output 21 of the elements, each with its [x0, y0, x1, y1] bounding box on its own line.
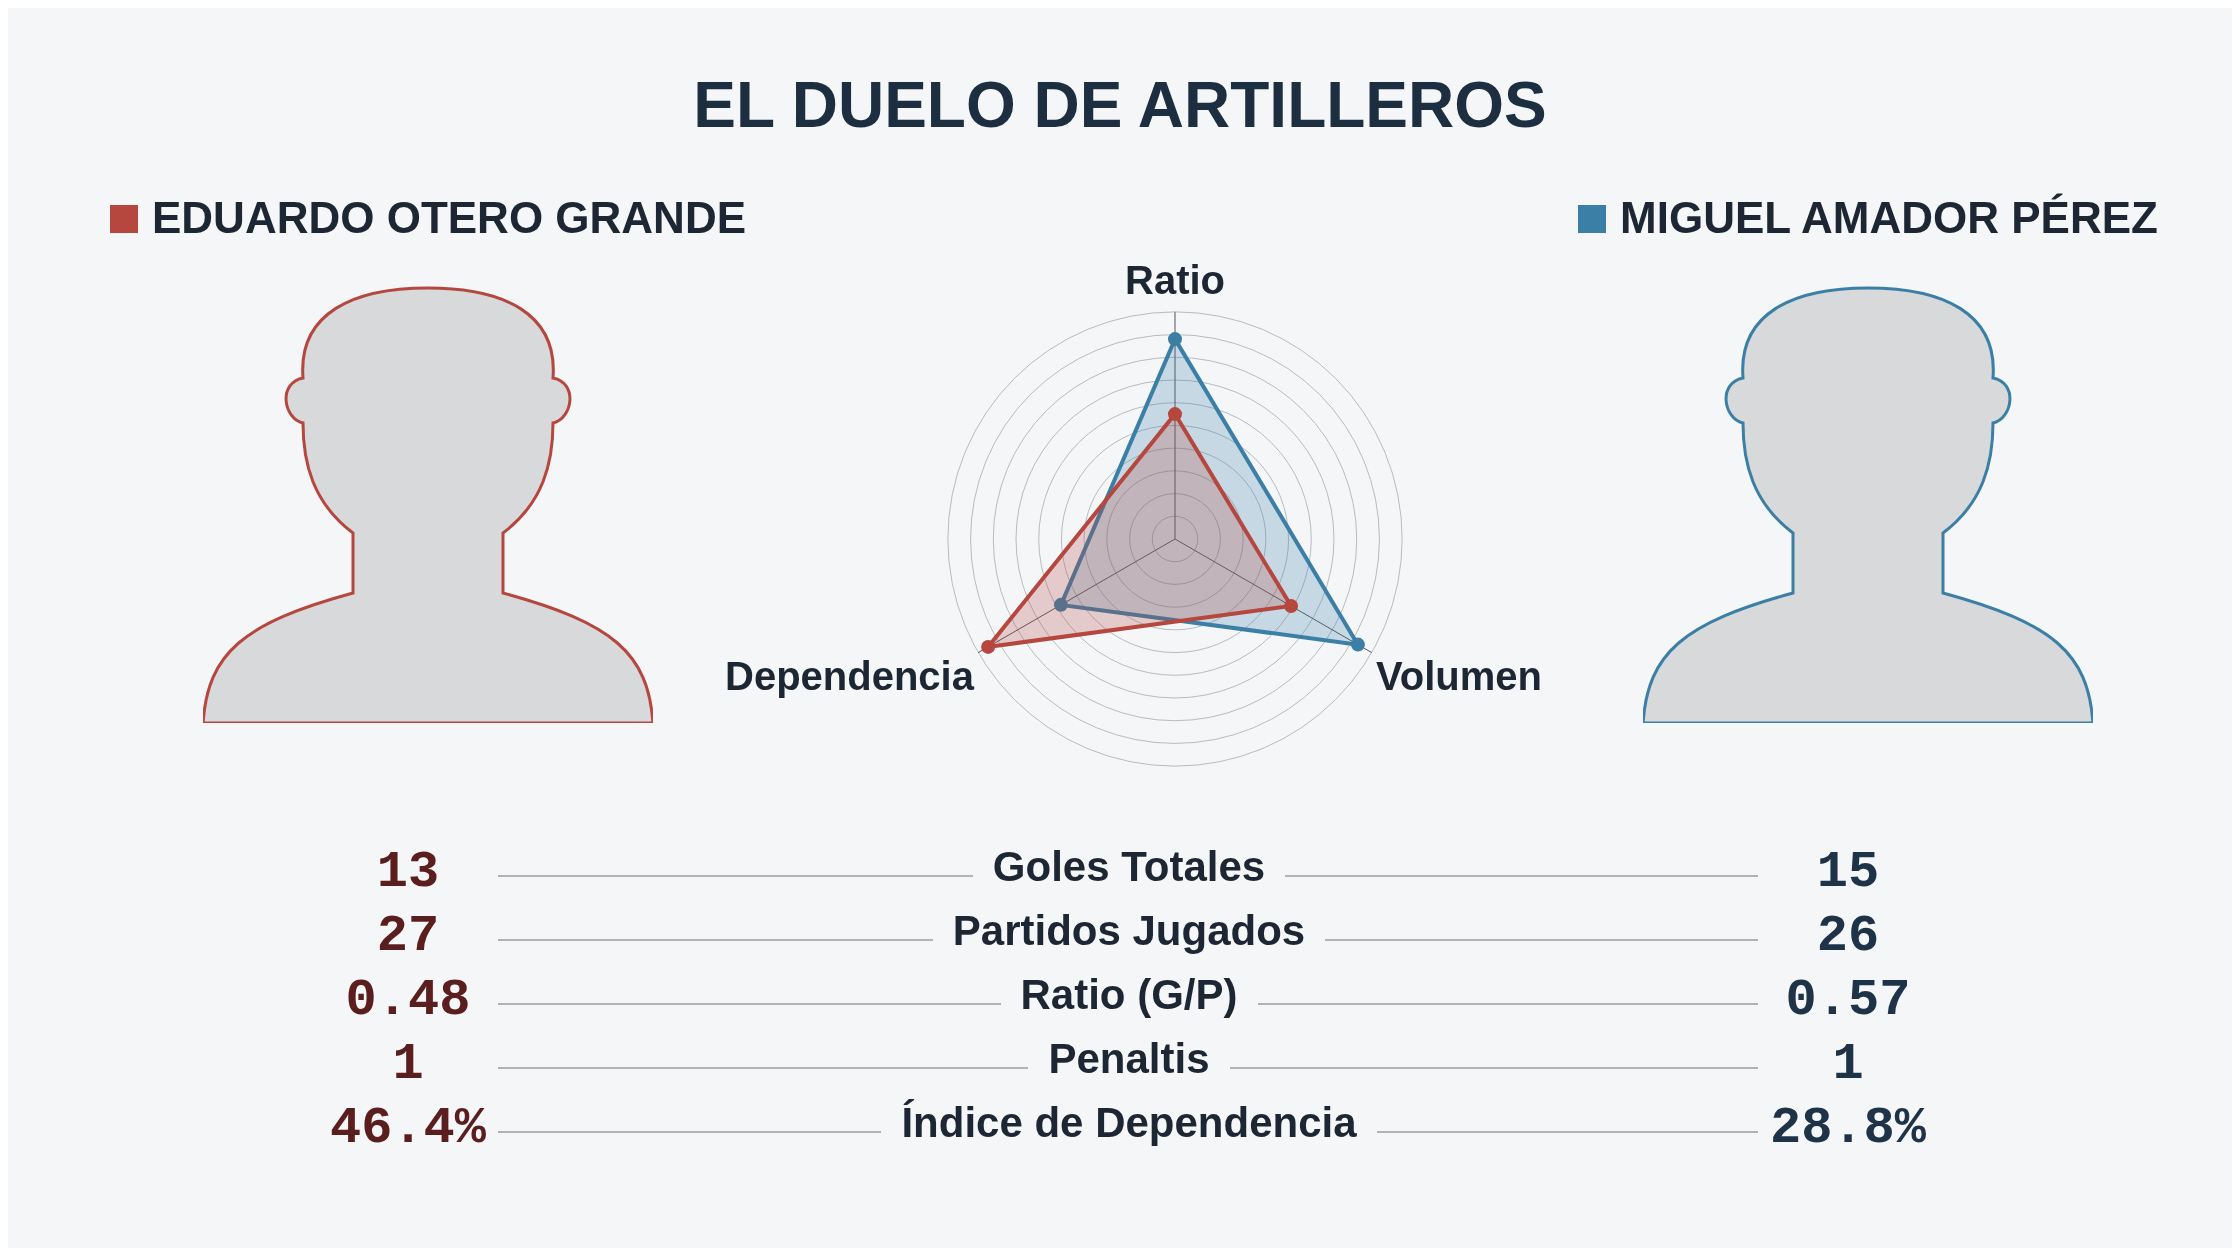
data-label: 1 [391, 1035, 425, 1094]
data-label: 28.8% [1769, 1099, 1927, 1158]
category-label: Goles Totales [972, 843, 1286, 890]
data-label: 15 [1815, 843, 1881, 902]
data-label: 26 [1815, 907, 1881, 966]
data-label: 27 [375, 907, 441, 966]
data-label: 0.57 [1784, 971, 1912, 1030]
legend-label: EDUARDO OTERO GRANDE [151, 193, 747, 242]
category-label: Índice de Dependencia [881, 1099, 1377, 1146]
spoke-label: Volumen [1376, 654, 1542, 699]
data-label: 1 [1831, 1035, 1865, 1094]
chart-title: EL DUELO DE ARTILLEROS [692, 68, 1548, 142]
data-label: 13 [375, 843, 441, 902]
category-label: Penaltis [1028, 1035, 1230, 1082]
data-label: 0.48 [344, 971, 472, 1030]
category-label: Partidos Jugados [932, 907, 1326, 954]
category-label: Ratio (G/P) [1000, 971, 1258, 1018]
spoke-label: Ratio [1125, 257, 1225, 302]
data-label: 46.4% [329, 1099, 487, 1158]
spoke-label: Dependencia [725, 654, 975, 699]
legend-label: MIGUEL AMADOR PÉREZ [1620, 193, 2158, 242]
